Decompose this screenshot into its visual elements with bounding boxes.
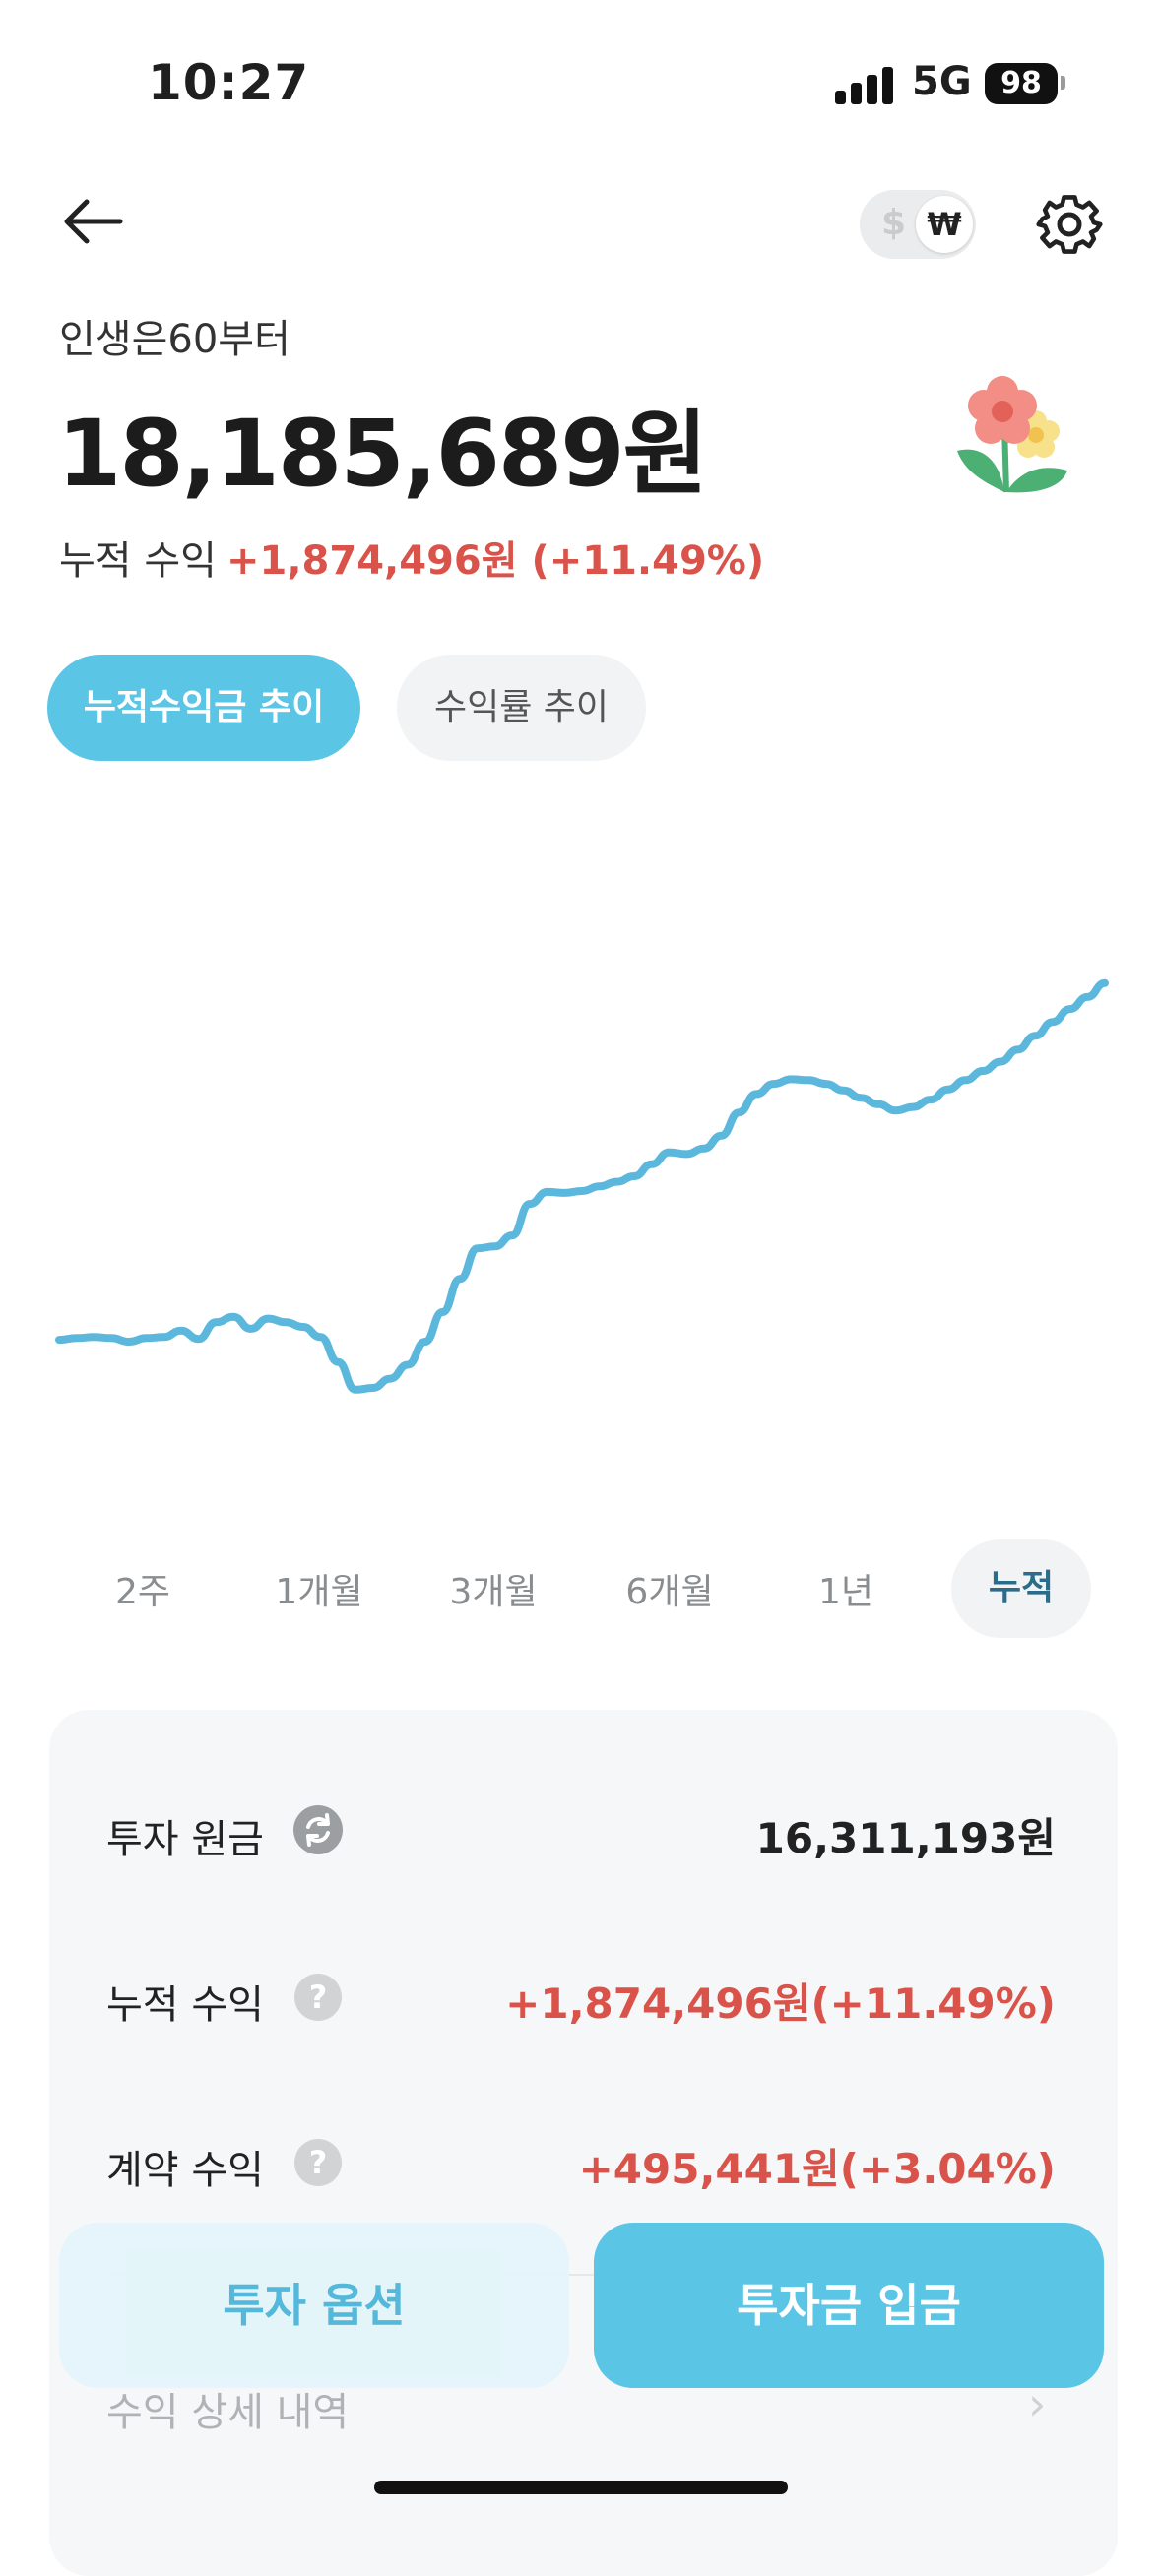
principal-label: 투자 원금 (106, 1817, 264, 1862)
back-button[interactable] (59, 192, 128, 251)
gear-icon (1036, 195, 1103, 254)
period-6months[interactable]: 6개월 (625, 1572, 714, 1612)
network-type: 5G (912, 59, 972, 104)
cellular-signal-icon (835, 65, 894, 104)
profit-label: 누적 수익 (59, 538, 217, 584)
currency-dollar-label: $ (881, 203, 907, 243)
arrow-left-icon (64, 199, 123, 244)
tab-cumulative-profit[interactable]: 누적수익금 추이 (47, 655, 360, 761)
period-3months[interactable]: 3개월 (449, 1572, 538, 1612)
help-icon[interactable]: ? (294, 1974, 342, 2021)
status-time: 10:27 (148, 54, 310, 111)
refresh-button[interactable] (293, 1805, 343, 1854)
help-icon[interactable]: ? (294, 2139, 342, 2186)
account-name: 인생은60부터 (59, 317, 290, 362)
investment-options-button[interactable]: 투자 옵션 (59, 2223, 569, 2388)
chart-series-line (55, 978, 1109, 1394)
battery-indicator: 98 (985, 63, 1058, 104)
profit-value: +1,874,496원 (+11.49%) (226, 538, 765, 584)
profit-line-chart (55, 978, 1109, 1394)
period-1year[interactable]: 1년 (817, 1572, 874, 1612)
contract-profit-label: 계약 수익 (106, 2148, 264, 2193)
home-indicator (374, 2481, 788, 2494)
chevron-right-icon: › (1028, 2377, 1047, 2430)
refresh-icon (306, 1813, 330, 1847)
total-balance: 18,185,689원 (57, 401, 708, 508)
cumulative-profit-value: +1,874,496원(+11.49%) (505, 1979, 1056, 2028)
period-1month[interactable]: 1개월 (275, 1572, 363, 1612)
summary-card (49, 1710, 1118, 2576)
divider (106, 2274, 1062, 2276)
battery-tip (1061, 76, 1065, 90)
period-cumulative[interactable]: 누적 (951, 1539, 1091, 1638)
deposit-button[interactable]: 투자금 입금 (594, 2223, 1104, 2388)
principal-value: 16,311,193원 (755, 1814, 1056, 1862)
flower-icon (945, 364, 1083, 502)
settings-button[interactable] (1034, 189, 1105, 260)
contract-profit-value: +495,441원(+3.04%) (578, 2145, 1056, 2193)
currency-won-knob[interactable]: ₩ (916, 196, 973, 253)
cumulative-profit-label: 누적 수익 (106, 1982, 264, 2028)
profit-detail-link[interactable]: 수익 상세 내역 (106, 2390, 350, 2435)
tab-return-rate[interactable]: 수익률 추이 (397, 655, 646, 761)
period-2weeks[interactable]: 2주 (114, 1572, 171, 1612)
